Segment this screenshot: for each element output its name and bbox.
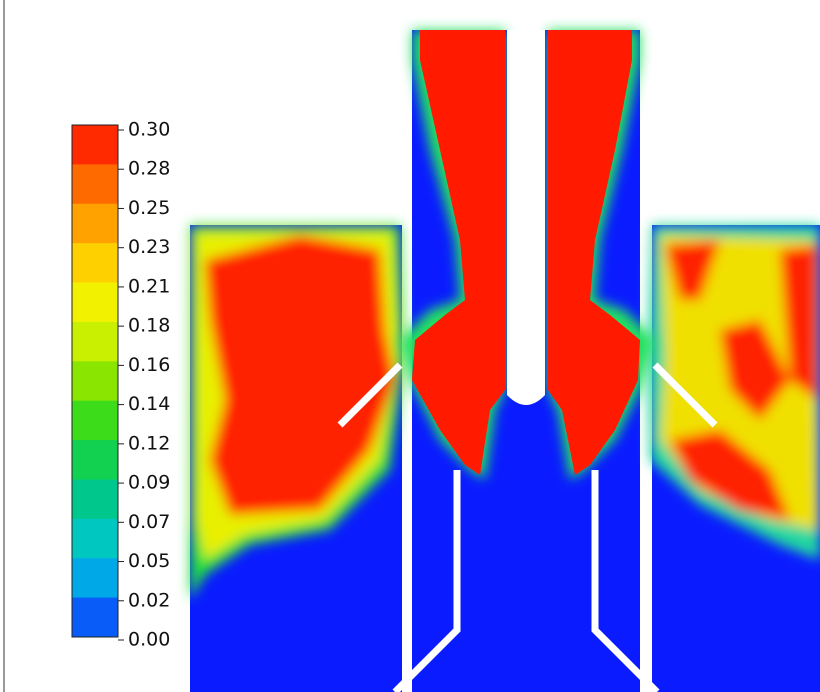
colorbar: 0.30 0.28 0.25 0.23 0.21 0.18 0.16 0.14 0.12 0.09… [72, 119, 170, 651]
colorbar-tick-label: 0.05 [128, 550, 170, 572]
colorbar-band [72, 283, 118, 323]
colorbar-band [72, 322, 118, 362]
colorbar-band [72, 361, 118, 401]
figure: 0.30 0.28 0.25 0.23 0.21 0.18 0.16 0.14 0.12 0.09… [0, 0, 820, 692]
colorbar-band [72, 519, 118, 559]
colorbar-tick-label: 0.30 [128, 119, 170, 141]
colorbar-tick-label: 0.14 [128, 393, 170, 415]
flow-field [190, 30, 820, 692]
colorbar-band [72, 243, 118, 283]
colorbar-tick-label: 0.21 [128, 275, 170, 297]
colorbar-tick-label: 0.00 [128, 629, 170, 651]
colorbar-band [72, 401, 118, 441]
colorbar-tick-label: 0.25 [128, 197, 170, 219]
colorbar-tick-label: 0.02 [128, 589, 170, 611]
colorbar-band [72, 204, 118, 244]
colorbar-tick-label: 0.18 [128, 315, 170, 337]
colorbar-tick-label: 0.16 [128, 354, 170, 376]
colorbar-tick-label: 0.07 [128, 511, 170, 533]
colorbar-band [72, 440, 118, 480]
colorbar-tick-label: 0.23 [128, 236, 170, 258]
colorbar-tick-label: 0.09 [128, 472, 170, 494]
colorbar-tick-label: 0.28 [128, 158, 170, 180]
colorbar-band [72, 164, 118, 204]
colorbar-band [72, 125, 118, 165]
colorbar-band [72, 598, 118, 638]
colorbar-band [72, 558, 118, 598]
colorbar-tick-label: 0.12 [128, 432, 170, 454]
colorbar-band [72, 479, 118, 519]
